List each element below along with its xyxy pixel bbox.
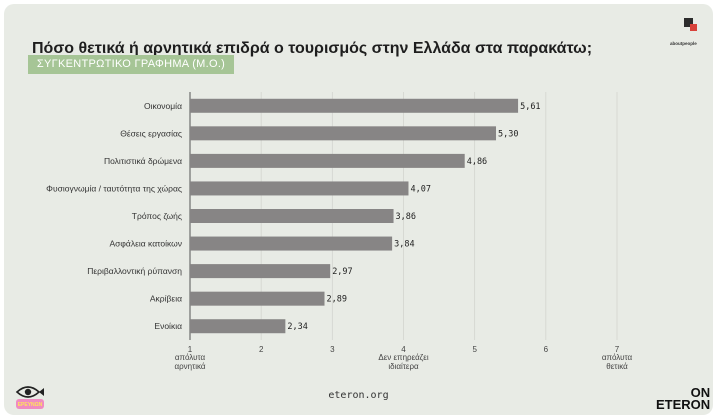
chart-subtitle-badge: ΣΥΓΚΕΝΤΡΩΤΙΚΟ ΓΡΑΦΗΜΑ (Μ.Ο.) bbox=[28, 55, 234, 74]
value-label: 2,34 bbox=[287, 322, 307, 332]
x-axis-annotation: αρνητικά bbox=[174, 362, 205, 371]
x-axis-annotation: ιδιαίτερα bbox=[388, 362, 419, 371]
x-tick-label: 2 bbox=[259, 345, 264, 354]
category-label: Ασφάλεια κατοίκων bbox=[110, 239, 183, 249]
bar bbox=[190, 98, 519, 113]
x-axis-annotation: Δεν επηρεάζει bbox=[378, 353, 429, 362]
category-label: Ενοίκια bbox=[154, 321, 182, 331]
x-tick-label: 7 bbox=[615, 345, 620, 354]
bar bbox=[190, 126, 497, 141]
aboutpeople-logo-text: aboutpeople bbox=[670, 41, 697, 46]
source-footer: eteron.org bbox=[328, 390, 389, 401]
brand-line-2: ETERON bbox=[656, 397, 711, 412]
bar bbox=[190, 291, 325, 306]
value-label: 2,97 bbox=[332, 267, 352, 277]
bar bbox=[190, 181, 409, 196]
category-label: Οικονομία bbox=[144, 101, 182, 111]
x-axis-annotation: απόλυτα bbox=[175, 353, 206, 362]
x-tick-label: 3 bbox=[330, 345, 335, 354]
bar bbox=[190, 264, 331, 279]
x-tick-label: 1 bbox=[188, 345, 193, 354]
chart-card: Πόσο θετικά ή αρνητικά επιδρά ο τουρισμό… bbox=[4, 4, 713, 415]
x-tick-label: 5 bbox=[472, 345, 477, 354]
category-label: Φυσιογνωμία / ταυτότητα της χώρας bbox=[46, 183, 182, 193]
x-axis-annotation: θετικά bbox=[606, 362, 628, 371]
aboutpeople-logo: aboutpeople bbox=[670, 18, 710, 48]
eye-logo-icon: ΕΡΕΥΝΩΝ bbox=[14, 380, 50, 410]
eye-logo-text: ΕΡΕΥΝΩΝ bbox=[18, 402, 43, 408]
category-label: Περιβαλλοντική ρύπανση bbox=[87, 266, 182, 276]
bar bbox=[190, 153, 465, 168]
x-axis-annotation: απόλυτα bbox=[602, 353, 633, 362]
x-tick-label: 4 bbox=[401, 345, 406, 354]
logo-red-square bbox=[690, 24, 697, 31]
value-label: 4,86 bbox=[467, 157, 487, 167]
chart-title: Πόσο θετικά ή αρνητικά επιδρά ο τουρισμό… bbox=[32, 40, 593, 57]
bar bbox=[190, 236, 393, 251]
bar bbox=[190, 209, 394, 223]
bar-chart: Οικονομία 5,61 Θέσεις εργασίας 5,30 Πολιτιστ… bbox=[46, 92, 633, 371]
value-label: 5,30 bbox=[498, 129, 518, 139]
on-eteron-logo: ON ETERON bbox=[656, 385, 711, 412]
category-label: Θέσεις εργασίας bbox=[120, 128, 182, 138]
value-label: 4,07 bbox=[410, 184, 430, 194]
value-label: 3,84 bbox=[394, 240, 414, 250]
bar bbox=[190, 319, 286, 334]
category-label: Τρόπος ζωής bbox=[132, 211, 182, 221]
logo-dark-square bbox=[684, 18, 693, 27]
category-label: Πολιτιστικά δρώμενα bbox=[104, 156, 182, 166]
value-label: 3,86 bbox=[396, 212, 416, 222]
category-label: Ακρίβεια bbox=[150, 294, 182, 304]
value-label: 5,61 bbox=[520, 102, 540, 112]
brand-line-1: ON bbox=[690, 385, 711, 400]
value-label: 2,89 bbox=[327, 295, 347, 305]
x-tick-label: 6 bbox=[544, 345, 549, 354]
